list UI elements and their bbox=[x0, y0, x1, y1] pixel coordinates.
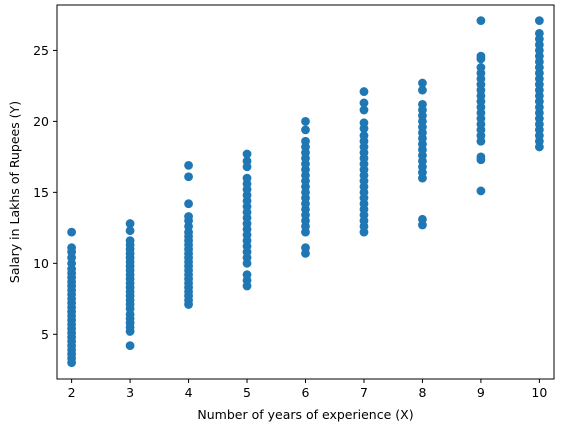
data-point bbox=[476, 186, 486, 196]
data-point bbox=[184, 160, 193, 170]
x-tick-label: 3 bbox=[126, 385, 134, 400]
data-point bbox=[359, 87, 369, 96]
data-point bbox=[242, 173, 252, 183]
x-tick-label: 9 bbox=[477, 385, 485, 400]
points-layer bbox=[67, 16, 544, 368]
data-point bbox=[125, 226, 135, 236]
y-axis-ticks: 5 10 15 20 25 bbox=[33, 43, 57, 342]
data-point bbox=[418, 99, 427, 109]
x-tick-label: 2 bbox=[68, 385, 76, 400]
x-axis-ticks: 2 3 4 5 6 7 8 9 10 bbox=[68, 379, 547, 400]
y-tick-label: 25 bbox=[33, 43, 49, 58]
data-point bbox=[301, 116, 310, 126]
data-point bbox=[242, 149, 252, 159]
data-point bbox=[301, 243, 310, 253]
data-point bbox=[534, 16, 544, 26]
data-point bbox=[125, 236, 135, 246]
x-axis-label: Number of years of experience (X) bbox=[197, 407, 413, 422]
x-tick-label: 6 bbox=[302, 385, 310, 400]
data-point bbox=[125, 219, 135, 228]
x-tick-label: 4 bbox=[185, 385, 193, 400]
x-tick-label: 5 bbox=[243, 385, 251, 400]
y-tick-label: 20 bbox=[33, 114, 49, 129]
data-point bbox=[184, 199, 193, 209]
data-point bbox=[476, 63, 486, 72]
data-point bbox=[418, 85, 427, 95]
data-point bbox=[242, 270, 252, 280]
data-point bbox=[359, 118, 369, 128]
data-point bbox=[67, 227, 77, 237]
data-point bbox=[418, 214, 427, 224]
data-point bbox=[125, 341, 135, 351]
data-point bbox=[534, 28, 544, 38]
data-point bbox=[301, 125, 310, 135]
x-tick-label: 7 bbox=[360, 385, 368, 400]
data-point bbox=[301, 136, 310, 146]
data-point bbox=[184, 212, 193, 221]
y-tick-label: 15 bbox=[33, 185, 49, 200]
y-tick-label: 10 bbox=[33, 256, 49, 271]
y-axis-label: Salary in Lakhs of Rupees (Y) bbox=[7, 101, 22, 283]
data-point bbox=[476, 16, 486, 26]
data-point bbox=[418, 78, 427, 88]
x-tick-label: 8 bbox=[418, 385, 426, 400]
data-point bbox=[184, 172, 193, 182]
data-point bbox=[359, 131, 369, 140]
y-tick-label: 5 bbox=[41, 327, 49, 342]
data-point bbox=[476, 152, 486, 162]
x-tick-label: 10 bbox=[531, 385, 547, 400]
data-point bbox=[476, 51, 486, 61]
data-point bbox=[359, 98, 369, 108]
data-point bbox=[242, 156, 252, 166]
data-point bbox=[67, 243, 77, 253]
data-point bbox=[359, 105, 369, 115]
